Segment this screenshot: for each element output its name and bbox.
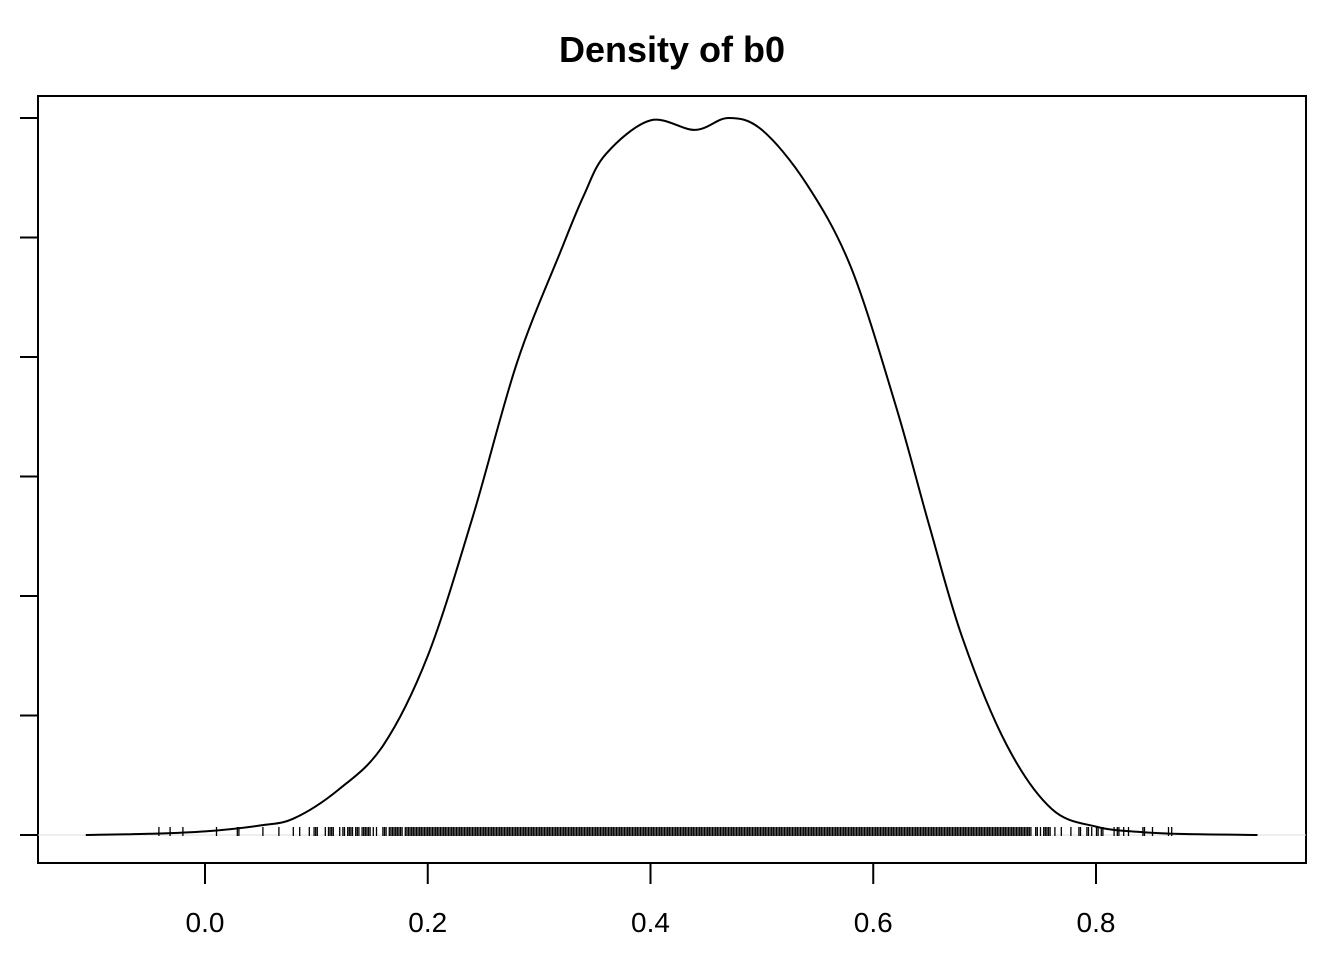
x-tick-label: 0.2 bbox=[408, 907, 447, 938]
density-curve bbox=[85, 116, 1258, 836]
x-tick-label: 0.8 bbox=[1077, 907, 1116, 938]
chart-title: Density of b0 bbox=[559, 29, 785, 70]
y-axis bbox=[20, 117, 38, 836]
x-tick-label: 0.0 bbox=[186, 907, 225, 938]
rug-marks bbox=[158, 827, 1173, 836]
x-tick-label: 0.4 bbox=[631, 907, 670, 938]
x-tick-label: 0.6 bbox=[854, 907, 893, 938]
plot-frame bbox=[37, 95, 1307, 864]
x-axis: 0.0 0.2 0.4 0.6 0.8 bbox=[186, 863, 1116, 938]
